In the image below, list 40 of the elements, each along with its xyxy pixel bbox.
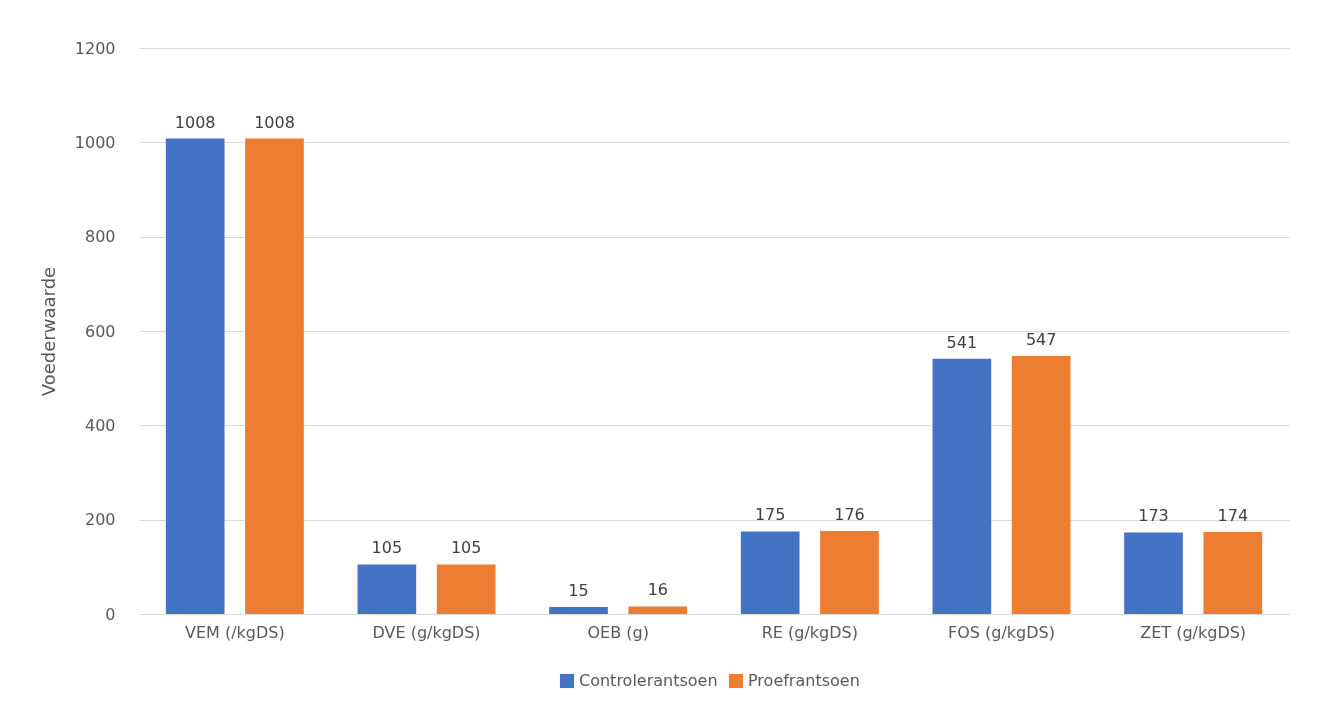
bar xyxy=(165,138,225,614)
y-tick-label: 800 xyxy=(84,227,116,247)
data-label: 541 xyxy=(946,332,978,352)
data-label: 105 xyxy=(450,538,482,558)
bar xyxy=(628,606,688,614)
legend-label: Proefrantsoen xyxy=(748,671,860,690)
y-tick-label: 1200 xyxy=(74,38,116,58)
y-tick-label: 0 xyxy=(105,604,116,624)
data-label: 1008 xyxy=(174,112,216,132)
bar xyxy=(245,138,304,614)
y-tick-label: 200 xyxy=(84,510,116,530)
bar xyxy=(932,358,992,614)
y-axis-title: Voederwaarde xyxy=(37,266,59,397)
bar xyxy=(740,531,800,614)
bar xyxy=(1011,356,1071,614)
data-label: 174 xyxy=(1217,505,1249,525)
y-tick-label: 400 xyxy=(84,415,116,435)
data-label: 15 xyxy=(568,580,589,600)
data-label: 176 xyxy=(834,504,865,524)
data-label: 173 xyxy=(1138,506,1169,526)
data-label: 1008 xyxy=(254,112,295,132)
data-label: 105 xyxy=(371,538,403,558)
x-tick-label: ZET (g/kgDS) xyxy=(1140,622,1247,642)
data-label: 547 xyxy=(1025,330,1057,349)
bar xyxy=(357,564,417,614)
x-tick-label: FOS (g/kgDS) xyxy=(948,622,1055,642)
x-tick-label: DVE (g/kgDS) xyxy=(372,622,481,642)
bar xyxy=(549,606,608,614)
y-tick-label: 600 xyxy=(84,321,116,341)
data-label: 175 xyxy=(754,505,786,525)
y-tick-label: 1000 xyxy=(74,132,116,152)
bar xyxy=(1203,531,1263,614)
bar xyxy=(436,564,496,614)
x-tick-label: VEM (/kgDS) xyxy=(184,622,285,642)
bar xyxy=(1124,532,1183,614)
legend-label: Controlerantsoen xyxy=(579,671,718,690)
data-label: 16 xyxy=(647,580,668,600)
x-tick-label: OEB (g) xyxy=(587,622,649,642)
x-tick-label: RE (g/kgDS) xyxy=(761,622,858,642)
bar xyxy=(820,530,879,614)
